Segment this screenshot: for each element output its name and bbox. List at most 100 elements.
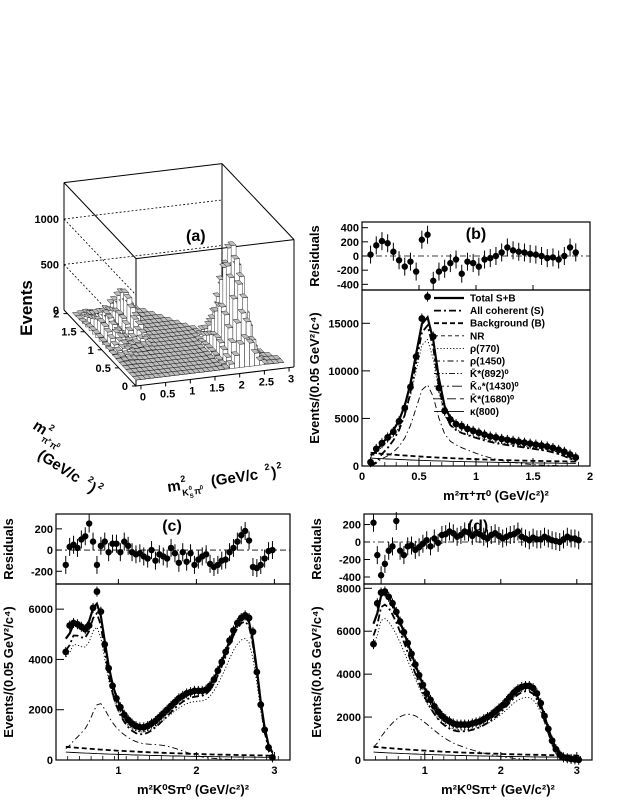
panel-d-data-point xyxy=(373,599,381,607)
panel-a-lego-bin xyxy=(249,342,255,367)
panel-a-y-tick-label: 0 xyxy=(122,381,128,393)
panel-a-lego-top xyxy=(242,317,252,323)
panel-b-x-tick-label: 2 xyxy=(587,471,593,483)
panel-b-data-point xyxy=(538,442,545,449)
panel-a-lego-top xyxy=(100,322,110,327)
panel-a-lego-bin xyxy=(229,363,235,370)
panel-d-x-tick-label: 2 xyxy=(498,765,504,777)
panel-b-residual-point xyxy=(384,240,391,247)
panel-d-data-point xyxy=(427,696,434,704)
panel-a-lego-top xyxy=(219,345,229,351)
panel-b-y-tick-label: 10000 xyxy=(328,366,359,378)
panel-b-residual-point xyxy=(549,254,557,261)
panel-b-data-point xyxy=(446,415,454,423)
panel-c-data-point xyxy=(85,622,93,629)
panel-d-data-point xyxy=(529,684,537,692)
panel-b-data-point xyxy=(412,353,420,360)
panel-c-data-point xyxy=(261,726,269,734)
panel-a-lego-top xyxy=(230,351,240,356)
panel-a-xlabel-pisup: 0 xyxy=(199,485,204,491)
panel-a-xlabel-units2: ) xyxy=(270,464,277,482)
panel-d-residual-point xyxy=(400,551,408,559)
panel-c-residual-point xyxy=(238,532,245,539)
panel-d-residual-point xyxy=(385,547,392,554)
panel-a-ylabel-pi: π xyxy=(39,434,50,446)
panel-a-z-tick-label: 1000 xyxy=(35,214,59,226)
panel-b-residual-point xyxy=(373,242,380,249)
panel-c-residual-point xyxy=(269,546,276,554)
panel-a-lego-top xyxy=(220,310,230,316)
panel-b-residual-point xyxy=(412,268,420,275)
panel-c-residual-point xyxy=(187,550,194,557)
panel-c-residual-point xyxy=(93,561,101,569)
panel-b-residual-point xyxy=(401,263,408,270)
panel-a-lego-top xyxy=(118,314,128,319)
panel-d-data-point xyxy=(533,690,541,697)
panel-d-y-tick-label: 0 xyxy=(355,755,361,767)
panel-a-lego-top xyxy=(113,326,123,332)
panel-a-lego-top xyxy=(144,341,154,346)
panel-a-lego-top xyxy=(112,354,122,359)
panel-c-data-point xyxy=(116,703,124,711)
panel-b-residual-point xyxy=(458,270,465,277)
panel-c-residual-label: Residuals xyxy=(1,518,16,579)
panel-a-xlabel-sup: 2 xyxy=(180,474,186,485)
panel-a-lego-top xyxy=(121,350,132,355)
panel-a-lego-top xyxy=(235,339,245,345)
panel-a-lego-top xyxy=(225,273,235,279)
panel-b-data-point xyxy=(549,444,557,452)
panel-b-data-point xyxy=(378,439,386,447)
panel-d-component-solid-curve xyxy=(373,751,579,758)
panel-d-residual-point xyxy=(427,543,434,550)
panel-a-lego-top xyxy=(119,288,129,294)
panel-c-residual-point xyxy=(82,533,89,540)
panel-a-lego-top xyxy=(95,333,105,338)
panel-c-component-solid-curve xyxy=(65,751,273,758)
panel-c-data-point xyxy=(109,682,116,690)
panel-b-residual-point xyxy=(561,252,568,260)
panel-c-component-dashdot-curve xyxy=(65,703,273,760)
panel-a-lego-top xyxy=(103,327,113,333)
panel-a-lego-top xyxy=(126,303,136,309)
panel-b-residual-point xyxy=(487,254,494,262)
panel-a-lego-top xyxy=(143,346,153,351)
panel-c-data-point xyxy=(253,668,261,676)
panel-b-data-point xyxy=(509,437,517,445)
panel-d-data-point xyxy=(396,618,404,625)
panel-b-data-point xyxy=(401,404,409,412)
panel-a-lego-top xyxy=(224,323,234,329)
panel-b-data-point xyxy=(458,422,466,430)
panel-a-lego-top xyxy=(134,320,144,326)
panel-b-residual-point xyxy=(430,277,437,284)
panel-b: 400 200 0 -200 -400 0 5000 10000 15000 0 0.5 1 1.5 2 (… xyxy=(307,221,593,503)
panel-c-x-axis-label: m²K⁰Sπ⁰ (GeV/c²)² xyxy=(137,782,250,797)
panel-c-y-tick-label: 0 xyxy=(47,755,53,767)
panel-a-xlabel-unitsup2: 2 xyxy=(276,460,282,471)
panel-d-data-point xyxy=(392,608,400,616)
panel-c-data-point xyxy=(101,640,109,648)
panel-c-residual-point xyxy=(117,548,124,556)
panel-b-residual-point xyxy=(504,244,511,251)
panel-b-data-point xyxy=(572,454,580,461)
panel-a-lego-top xyxy=(234,280,244,285)
panel-d-data-point xyxy=(400,628,408,636)
panel-c-residual-point xyxy=(163,555,171,562)
panel-a-lego-top xyxy=(131,338,141,343)
panel-a-lego-top xyxy=(116,352,127,357)
panel-a-lego-top xyxy=(111,328,122,334)
panel-a-grid-line xyxy=(63,245,223,265)
panel-a-lego-top xyxy=(222,261,232,267)
panel-c-data-point xyxy=(62,648,70,656)
panel-a-lego-top xyxy=(101,309,111,315)
panel-c-data-point xyxy=(233,619,241,627)
panel-b-data-point xyxy=(566,451,574,458)
panel-d-y-tick-label: 8000 xyxy=(337,583,361,595)
panel-c-residual-point xyxy=(144,555,151,562)
panel-a-lego-top xyxy=(125,343,135,349)
panel-c-data-point xyxy=(105,664,113,672)
panel-a-box-edge xyxy=(135,239,295,260)
panel-b-data-point xyxy=(532,441,540,448)
panel-b-data-point xyxy=(555,446,563,454)
panel-a-lego-top xyxy=(238,293,249,299)
